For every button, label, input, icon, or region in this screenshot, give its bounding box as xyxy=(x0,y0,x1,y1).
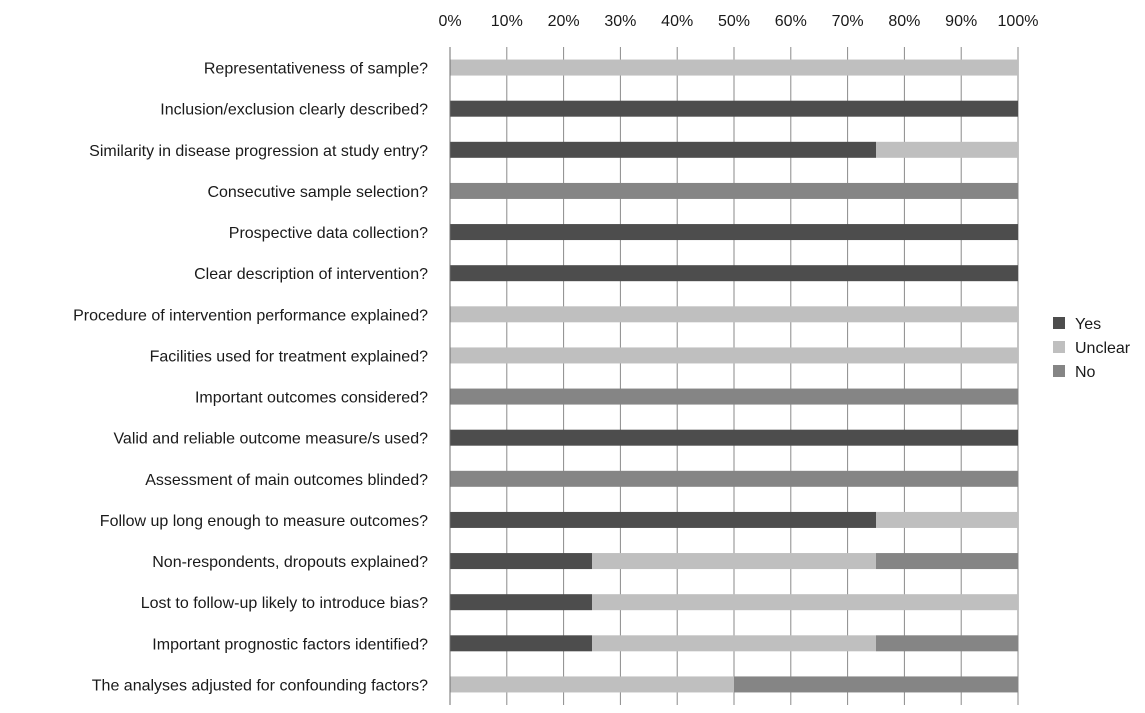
category-label: Non-respondents, dropouts explained? xyxy=(152,554,428,571)
bar-segment-yes xyxy=(450,594,592,611)
legend-swatch-yes xyxy=(1053,317,1065,329)
legend-label-unclear: Unclear xyxy=(1075,340,1131,357)
bar-segment-unclear xyxy=(450,347,1018,364)
category-label: Consecutive sample selection? xyxy=(207,184,428,201)
bar-segment-no xyxy=(450,182,1018,199)
bar-segment-yes xyxy=(450,224,1018,241)
category-label: Procedure of intervention performance ex… xyxy=(73,307,428,324)
bar-segment-no xyxy=(450,470,1018,487)
category-label: Facilities used for treatment explained? xyxy=(150,348,428,365)
bar-segment-no xyxy=(876,553,1018,570)
legend-label-no: No xyxy=(1075,364,1096,381)
bar-segment-yes xyxy=(450,553,592,570)
bar-segment-yes xyxy=(450,635,592,652)
category-label: Similarity in disease progression at stu… xyxy=(89,143,428,160)
category-label: The analyses adjusted for confounding fa… xyxy=(92,677,428,694)
x-tick-label: 40% xyxy=(661,13,693,30)
bar-segment-unclear xyxy=(450,306,1018,323)
bar-segment-unclear xyxy=(592,635,876,652)
category-label: Lost to follow-up likely to introduce bi… xyxy=(141,595,428,612)
category-label: Inclusion/exclusion clearly described? xyxy=(160,102,428,119)
bar-segment-yes xyxy=(450,141,876,158)
x-tick-label: 70% xyxy=(832,13,864,30)
legend-swatch-no xyxy=(1053,365,1065,377)
legend: Yes Unclear No xyxy=(1053,316,1131,381)
bar-segment-no xyxy=(876,635,1018,652)
x-tick-label: 60% xyxy=(775,13,807,30)
bar-segment-unclear xyxy=(876,141,1018,158)
bar-segment-unclear xyxy=(450,59,1018,76)
category-labels: Representativeness of sample? Inclusion/e… xyxy=(73,61,428,695)
bar-segment-yes xyxy=(450,100,1018,117)
bar-segment-yes xyxy=(450,429,1018,446)
x-tick-label: 100% xyxy=(998,13,1039,30)
x-tick-label: 50% xyxy=(718,13,750,30)
legend-swatch-unclear xyxy=(1053,341,1065,353)
x-tick-label: 0% xyxy=(438,13,461,30)
category-label: Follow up long enough to measure outcome… xyxy=(100,513,428,530)
bar-segment-unclear xyxy=(450,676,734,693)
bar-segment-yes xyxy=(450,265,1018,282)
category-label: Important outcomes considered? xyxy=(195,390,428,407)
bar-segment-unclear xyxy=(876,511,1018,528)
bar-segment-no xyxy=(734,676,1018,693)
bar-segment-no xyxy=(450,388,1018,405)
category-label: Representativeness of sample? xyxy=(204,61,428,78)
bars xyxy=(450,59,1018,693)
x-tick-label: 30% xyxy=(604,13,636,30)
x-tick-label: 10% xyxy=(491,13,523,30)
category-label: Assessment of main outcomes blinded? xyxy=(145,472,428,489)
category-label: Valid and reliable outcome measure/s use… xyxy=(113,431,428,448)
bar-segment-yes xyxy=(450,511,876,528)
category-label: Clear description of intervention? xyxy=(194,266,428,283)
legend-label-yes: Yes xyxy=(1075,316,1101,333)
x-tick-label: 20% xyxy=(548,13,580,30)
bar-segment-unclear xyxy=(592,594,1018,611)
category-label: Important prognostic factors identified? xyxy=(152,636,428,653)
bar-segment-unclear xyxy=(592,553,876,570)
x-tick-label: 90% xyxy=(945,13,977,30)
category-label: Prospective data collection? xyxy=(229,225,428,242)
x-tick-labels: 0% 10% 20% 30% 40% 50% 60% 70% 80% 90% 100% xyxy=(438,13,1038,30)
x-tick-label: 80% xyxy=(888,13,920,30)
